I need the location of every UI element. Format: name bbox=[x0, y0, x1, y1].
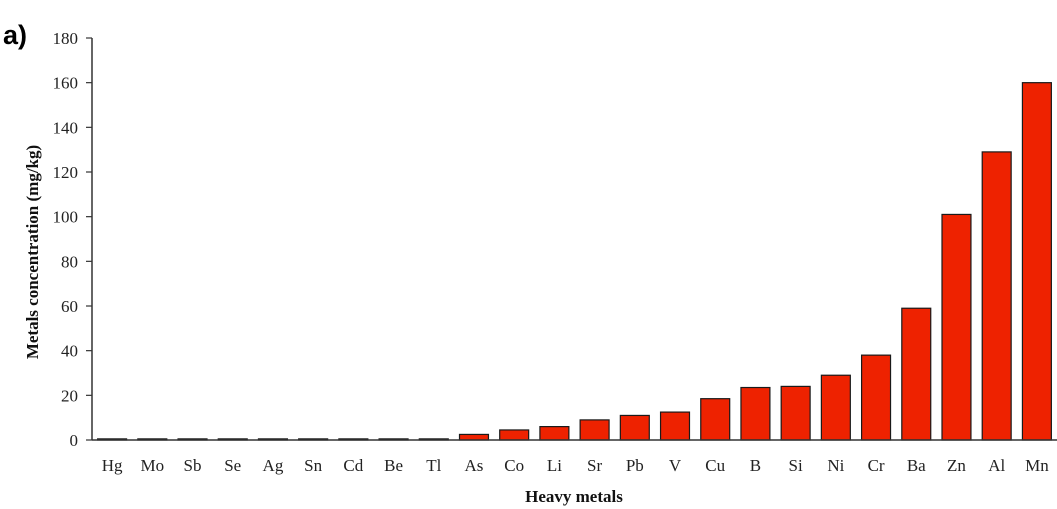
bar-co bbox=[499, 429, 530, 441]
y-tick-label: 160 bbox=[53, 74, 79, 93]
bar-v bbox=[659, 411, 691, 441]
y-tick-label: 0 bbox=[70, 431, 79, 450]
x-axis-tick-labels: Hg Mo Sb Se Ag Sn Cd Be Tl As Co Li Sr Pb V Cu B Si Ni Cr Ba… bbox=[102, 456, 1049, 475]
panel-label: a) bbox=[3, 20, 27, 50]
x-tick-label: Mo bbox=[141, 456, 165, 475]
y-tick-label: 120 bbox=[53, 163, 79, 182]
x-tick-label: As bbox=[465, 456, 484, 475]
x-axis-title: Heavy metals bbox=[525, 487, 623, 506]
bar-ba bbox=[901, 307, 932, 441]
y-tick-label: 140 bbox=[53, 118, 79, 137]
x-tick-label: Co bbox=[504, 456, 524, 475]
x-tick-label: Tl bbox=[426, 456, 441, 475]
bar-as bbox=[458, 433, 490, 441]
bar-cu bbox=[700, 398, 731, 441]
x-tick-label: Ni bbox=[827, 456, 844, 475]
x-tick-label: B bbox=[750, 456, 761, 475]
y-tick-label: 80 bbox=[61, 252, 78, 271]
bar-b bbox=[740, 386, 771, 441]
bar-cr bbox=[860, 354, 892, 441]
x-tick-label: Pb bbox=[626, 456, 644, 475]
x-tick-label: Se bbox=[224, 456, 241, 475]
bar-pb bbox=[619, 414, 650, 441]
x-tick-label: Cd bbox=[343, 456, 363, 475]
x-tick-label: Hg bbox=[102, 456, 123, 475]
x-tick-label: Ag bbox=[263, 456, 284, 475]
bar-al bbox=[981, 151, 1012, 441]
x-tick-label: Al bbox=[988, 456, 1005, 475]
x-tick-label: V bbox=[669, 456, 682, 475]
x-tick-label: Mn bbox=[1025, 456, 1049, 475]
y-tick-label: 20 bbox=[61, 386, 78, 405]
y-tick-label: 60 bbox=[61, 297, 78, 316]
y-tick-label: 100 bbox=[53, 208, 79, 227]
x-tick-label: Be bbox=[384, 456, 403, 475]
bar-sr bbox=[579, 419, 610, 441]
x-tick-label: Cu bbox=[705, 456, 725, 475]
x-tick-label: Ba bbox=[907, 456, 926, 475]
y-tick-label: 40 bbox=[61, 342, 78, 361]
y-axis-title: Metals concentration (mg/kg) bbox=[23, 145, 42, 359]
x-tick-label: Sb bbox=[184, 456, 202, 475]
y-tick-label: 180 bbox=[53, 29, 79, 48]
x-tick-label: Sr bbox=[587, 456, 602, 475]
bar-ni bbox=[820, 374, 851, 441]
bar-li bbox=[539, 426, 570, 441]
x-tick-label: Cr bbox=[868, 456, 885, 475]
y-axis-ticks: 0 20 40 60 80 100 120 140 160 180 bbox=[53, 29, 92, 450]
bars bbox=[97, 82, 1052, 441]
bar-mn bbox=[1021, 82, 1052, 441]
x-tick-label: Li bbox=[547, 456, 562, 475]
x-tick-label: Si bbox=[789, 456, 803, 475]
x-tick-label: Zn bbox=[947, 456, 966, 475]
bar-zn bbox=[941, 213, 972, 441]
x-tick-label: Sn bbox=[304, 456, 322, 475]
bar-si bbox=[780, 385, 811, 441]
